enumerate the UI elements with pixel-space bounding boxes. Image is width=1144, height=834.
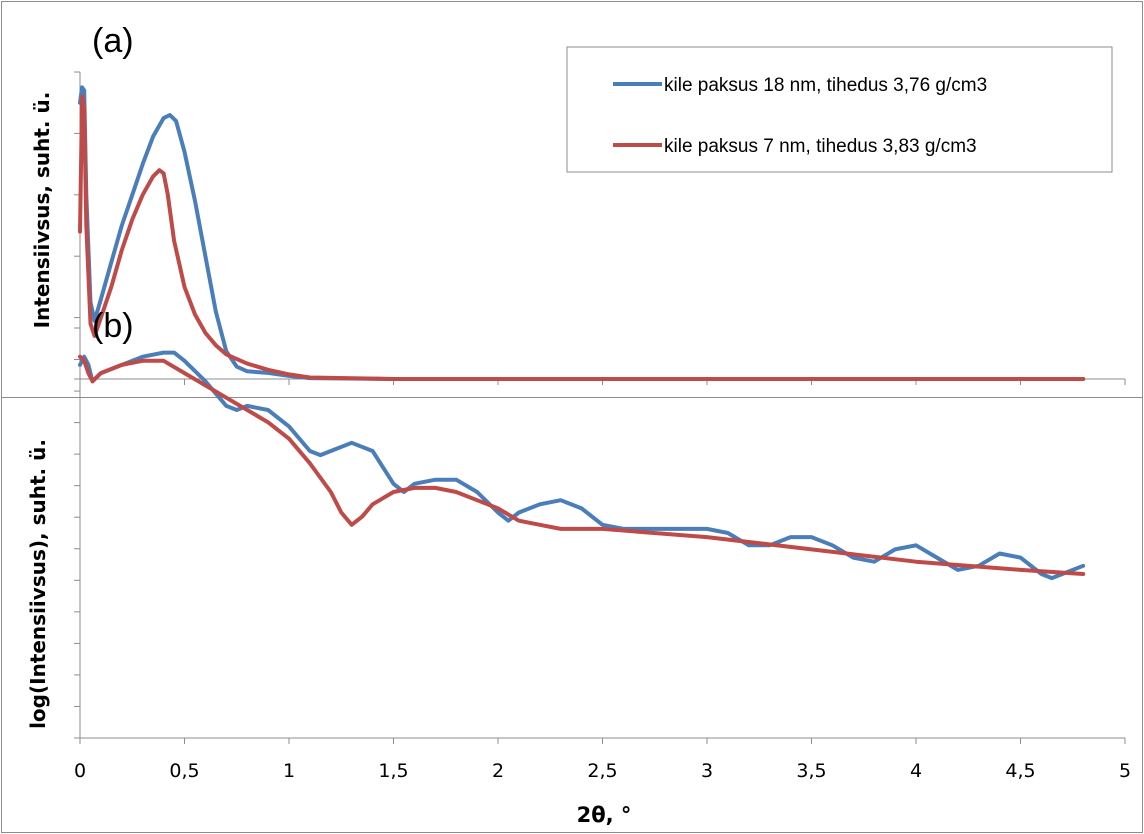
legend-box (566, 46, 1113, 173)
x-tick-label: 0 (74, 760, 86, 782)
panel-a-series-line-2 (78, 94, 1086, 381)
panel-b-y-axis-label: log(Intensiivsus), suht. ü. (26, 439, 50, 729)
panel-a-label: (a) (92, 22, 134, 60)
legend-entry-series-1: kile paksus 18 nm, tihedus 3,76 g/cm3 (664, 75, 987, 96)
x-tick-label: 2 (492, 760, 504, 782)
panel-b-label: (b) (92, 307, 134, 345)
x-tick-label: 0,5 (169, 760, 199, 782)
x-tick-label: 2,5 (587, 760, 617, 782)
panel-b-border (1, 397, 1143, 833)
panel-b: 0 0,5 1 1,5 2 2,5 3 3,5 4 4,5 5 (b) log(Intensiivs… (26, 307, 1131, 827)
panel-b-axes (74, 327, 1126, 744)
x-tick-label: 1 (283, 760, 295, 782)
x-tick-label: 4 (910, 760, 922, 782)
panel-a: (a) Intensiivsus, suht. ü. kile paksus 1… (30, 22, 1126, 385)
x-tick-label: 3 (701, 760, 713, 782)
legend: kile paksus 18 nm, tihedus 3,76 g/cm3 ki… (566, 46, 1113, 173)
x-tick-label: 1,5 (378, 760, 408, 782)
legend-entry-series-2: kile paksus 7 nm, tihedus 3,83 g/cm3 (664, 136, 977, 157)
x-tick-label: 3,5 (796, 760, 826, 782)
x-tick-label: 4,5 (1005, 760, 1035, 782)
x-tick-label: 5 (1119, 760, 1131, 782)
panel-b-x-tick-labels: 0 0,5 1 1,5 2 2,5 3 3,5 4 4,5 5 (74, 760, 1131, 782)
x-axis-label: 2θ, ° (577, 803, 632, 827)
panel-b-series (78, 350, 1086, 581)
panel-a-series (78, 85, 1086, 381)
panel-b-series-line-2 (78, 354, 1086, 576)
panel-a-y-axis-label: Intensiivsus, suht. ü. (30, 92, 54, 329)
